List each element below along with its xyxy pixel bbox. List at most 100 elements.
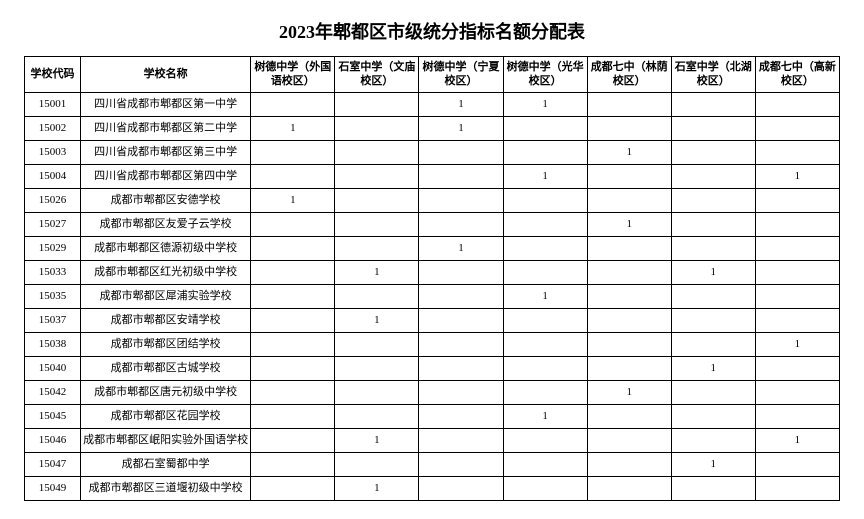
cell-value (755, 285, 839, 309)
cell-value: 1 (503, 405, 587, 429)
table-row: 15037成都市郫都区安靖学校1 (25, 309, 840, 333)
cell-value (587, 117, 671, 141)
cell-code: 15029 (25, 237, 81, 261)
cell-value: 1 (755, 165, 839, 189)
table-row: 15027成都市郫都区友爱子云学校1 (25, 213, 840, 237)
col-school: 树德中学（光华校区） (503, 57, 587, 93)
cell-value (335, 189, 419, 213)
cell-value (251, 429, 335, 453)
cell-value (671, 381, 755, 405)
cell-value (755, 237, 839, 261)
table-row: 15004四川省成都市郫都区第四中学11 (25, 165, 840, 189)
cell-code: 15042 (25, 381, 81, 405)
cell-value: 1 (251, 189, 335, 213)
cell-value (755, 477, 839, 501)
cell-value (419, 285, 503, 309)
cell-value: 1 (503, 165, 587, 189)
cell-value (671, 429, 755, 453)
cell-value (671, 285, 755, 309)
cell-value (587, 453, 671, 477)
cell-value (503, 213, 587, 237)
table-row: 15049成都市郫都区三道堰初级中学校1 (25, 477, 840, 501)
col-school: 树德中学（外国语校区） (251, 57, 335, 93)
cell-code: 15027 (25, 213, 81, 237)
cell-value (587, 189, 671, 213)
cell-value (587, 165, 671, 189)
cell-value (251, 357, 335, 381)
col-school: 石室中学（北湖校区） (671, 57, 755, 93)
cell-value: 1 (419, 237, 503, 261)
cell-value (671, 165, 755, 189)
cell-code: 15049 (25, 477, 81, 501)
table-body: 15001四川省成都市郫都区第一中学1115002四川省成都市郫都区第二中学11… (25, 93, 840, 501)
cell-value (251, 213, 335, 237)
table-row: 15026成都市郫都区安德学校1 (25, 189, 840, 213)
table-header-row: 学校代码 学校名称 树德中学（外国语校区） 石室中学（文庙校区） 树德中学（宁夏… (25, 57, 840, 93)
cell-name: 成都市郫都区安德学校 (81, 189, 251, 213)
cell-value (419, 261, 503, 285)
cell-value (671, 213, 755, 237)
cell-name: 成都市郫都区三道堰初级中学校 (81, 477, 251, 501)
cell-value (335, 453, 419, 477)
cell-value (503, 357, 587, 381)
cell-value (671, 309, 755, 333)
cell-value (671, 189, 755, 213)
cell-value (251, 477, 335, 501)
cell-name: 成都市郫都区德源初级中学校 (81, 237, 251, 261)
table-row: 15002四川省成都市郫都区第二中学11 (25, 117, 840, 141)
cell-value (755, 117, 839, 141)
cell-value (335, 237, 419, 261)
cell-code: 15040 (25, 357, 81, 381)
cell-code: 15033 (25, 261, 81, 285)
cell-value (419, 165, 503, 189)
cell-name: 四川省成都市郫都区第一中学 (81, 93, 251, 117)
cell-value (503, 477, 587, 501)
cell-value (503, 141, 587, 165)
cell-value (251, 93, 335, 117)
allocation-table: 学校代码 学校名称 树德中学（外国语校区） 石室中学（文庙校区） 树德中学（宁夏… (24, 56, 840, 501)
table-row: 15046成都市郫都区岷阳实验外国语学校11 (25, 429, 840, 453)
cell-value (587, 261, 671, 285)
cell-value: 1 (503, 93, 587, 117)
cell-name: 成都石室蜀都中学 (81, 453, 251, 477)
cell-value (755, 261, 839, 285)
cell-value (251, 285, 335, 309)
cell-value: 1 (419, 93, 503, 117)
cell-value: 1 (503, 285, 587, 309)
cell-value (335, 141, 419, 165)
cell-value (587, 429, 671, 453)
cell-value (587, 333, 671, 357)
cell-value (419, 357, 503, 381)
cell-code: 15035 (25, 285, 81, 309)
col-name: 学校名称 (81, 57, 251, 93)
cell-value (587, 285, 671, 309)
cell-value (755, 141, 839, 165)
cell-value (755, 453, 839, 477)
table-row: 15040成都市郫都区古城学校1 (25, 357, 840, 381)
cell-value (335, 285, 419, 309)
cell-value (335, 333, 419, 357)
cell-value (335, 357, 419, 381)
cell-value (251, 261, 335, 285)
cell-value: 1 (755, 333, 839, 357)
cell-code: 15046 (25, 429, 81, 453)
cell-value (419, 429, 503, 453)
cell-name: 成都市郫都区红光初级中学校 (81, 261, 251, 285)
cell-value (587, 477, 671, 501)
cell-value (503, 261, 587, 285)
cell-value: 1 (587, 141, 671, 165)
cell-value (587, 93, 671, 117)
cell-value (671, 93, 755, 117)
cell-value (755, 381, 839, 405)
cell-name: 成都市郫都区岷阳实验外国语学校 (81, 429, 251, 453)
table-row: 15042成都市郫都区唐元初级中学校1 (25, 381, 840, 405)
cell-value (419, 405, 503, 429)
cell-value (671, 141, 755, 165)
cell-value: 1 (251, 117, 335, 141)
table-row: 15033成都市郫都区红光初级中学校11 (25, 261, 840, 285)
cell-value (755, 189, 839, 213)
col-school: 成都七中（高新校区） (755, 57, 839, 93)
cell-value (671, 405, 755, 429)
cell-value (419, 381, 503, 405)
cell-value (251, 453, 335, 477)
